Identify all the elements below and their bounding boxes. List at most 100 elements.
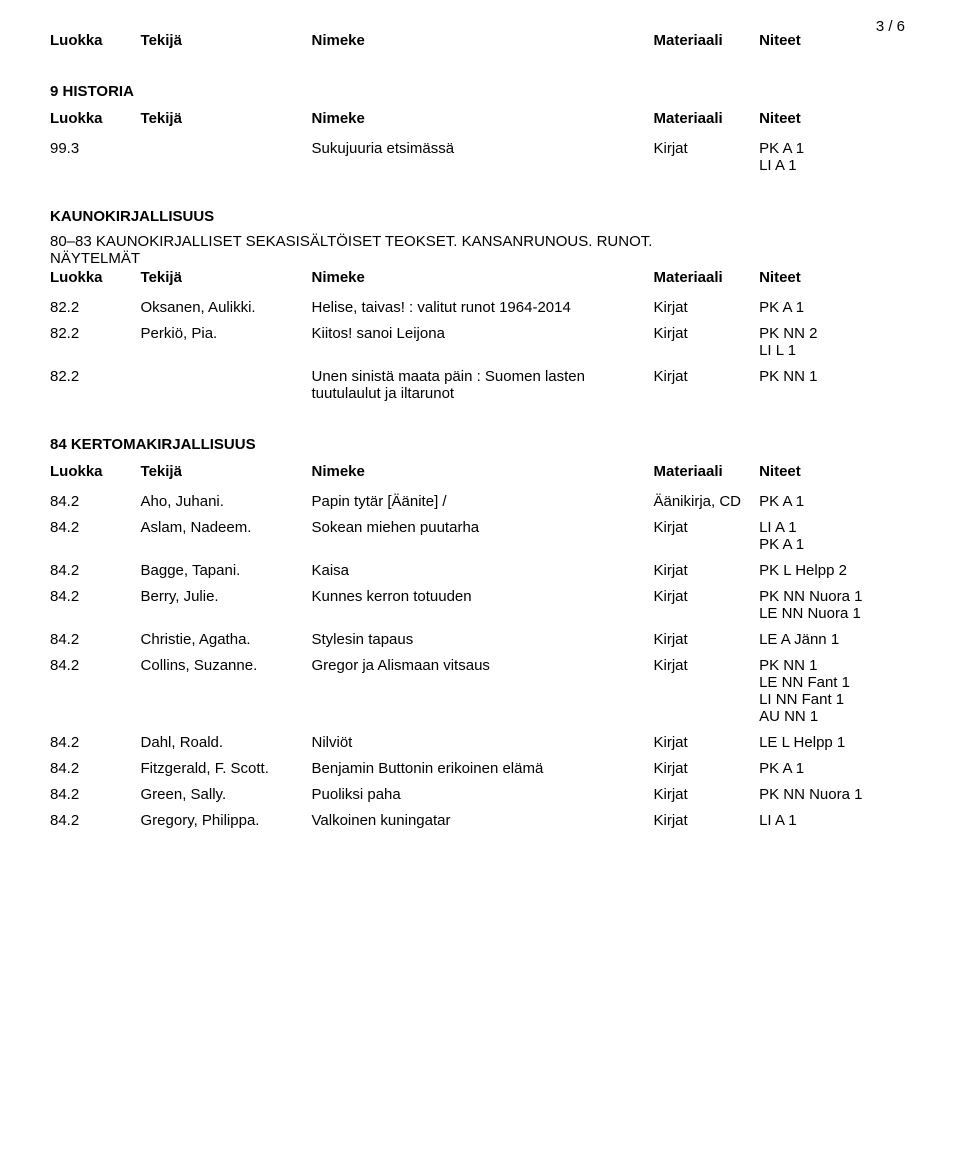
cell-nimeke: Kaisa xyxy=(312,559,654,585)
section-preamble-line: NÄYTELMÄT xyxy=(50,250,910,267)
col-header-materiaali: Materiaali xyxy=(653,30,759,55)
niteet-line: PK NN 2 xyxy=(759,325,908,342)
cell-tekija: Dahl, Roald. xyxy=(141,731,312,757)
col-header-materiaali: Materiaali xyxy=(653,108,759,133)
cell-materiaali: Kirjat xyxy=(653,585,759,628)
cell-nimeke: Puoliksi paha xyxy=(312,783,654,809)
cell-tekija: Aho, Juhani. xyxy=(141,490,312,516)
content-area: LuokkaTekijäNimekeMateriaaliNiteet9 HIST… xyxy=(50,30,910,835)
column-header-row: LuokkaTekijäNimekeMateriaaliNiteet xyxy=(50,461,910,486)
cell-materiaali: Kirjat xyxy=(653,516,759,559)
col-header-tekija: Tekijä xyxy=(141,30,312,55)
cell-niteet: PK NN Nuora 1LE NN Nuora 1 xyxy=(759,585,910,628)
col-header-luokka: Luokka xyxy=(50,267,141,292)
cell-niteet: LI A 1 xyxy=(759,809,910,835)
cell-materiaali: Äänikirja, CD xyxy=(653,490,759,516)
cell-materiaali: Kirjat xyxy=(653,757,759,783)
cell-nimeke: Papin tytär [Äänite] / xyxy=(312,490,654,516)
niteet-line: PK NN 1 xyxy=(759,657,908,674)
cell-luokka: 84.2 xyxy=(50,757,141,783)
niteet-line: LE NN Fant 1 xyxy=(759,674,908,691)
section-heading: 9 HISTORIA xyxy=(50,83,910,100)
table-row: 84.2Collins, Suzanne.Gregor ja Alismaan … xyxy=(50,654,910,731)
page-container: 3 / 6 LuokkaTekijäNimekeMateriaaliNiteet… xyxy=(0,0,960,1170)
table-row: 84.2Green, Sally.Puoliksi pahaKirjatPK N… xyxy=(50,783,910,809)
niteet-line: PK A 1 xyxy=(759,536,908,553)
niteet-line: PK L Helpp 2 xyxy=(759,562,908,579)
table-row: 84.2Fitzgerald, F. Scott.Benjamin Button… xyxy=(50,757,910,783)
table-row: 82.2Oksanen, Aulikki.Helise, taivas! : v… xyxy=(50,296,910,322)
cell-luokka: 84.2 xyxy=(50,559,141,585)
col-header-materiaali: Materiaali xyxy=(653,461,759,486)
cell-luokka: 84.2 xyxy=(50,731,141,757)
col-header-materiaali: Materiaali xyxy=(653,267,759,292)
data-table: 84.2Aho, Juhani.Papin tytär [Äänite] /Ää… xyxy=(50,490,910,835)
cell-tekija xyxy=(141,137,312,180)
cell-materiaali: Kirjat xyxy=(653,296,759,322)
niteet-line: PK NN 1 xyxy=(759,368,908,385)
page-number: 3 / 6 xyxy=(876,18,905,35)
niteet-line: PK NN Nuora 1 xyxy=(759,588,908,605)
cell-niteet: PK NN 1 xyxy=(759,365,910,408)
section-heading: 84 KERTOMAKIRJALLISUUS xyxy=(50,436,910,453)
cell-niteet: PK NN 2LI L 1 xyxy=(759,322,910,365)
table-row: 99.3Sukujuuria etsimässäKirjatPK A 1LI A… xyxy=(50,137,910,180)
cell-luokka: 82.2 xyxy=(50,365,141,408)
cell-niteet: PK A 1 xyxy=(759,296,910,322)
niteet-line: LI L 1 xyxy=(759,342,908,359)
col-header-luokka: Luokka xyxy=(50,461,141,486)
cell-tekija: Christie, Agatha. xyxy=(141,628,312,654)
niteet-line: PK A 1 xyxy=(759,760,908,777)
cell-luokka: 84.2 xyxy=(50,809,141,835)
cell-niteet: LE L Helpp 1 xyxy=(759,731,910,757)
cell-nimeke: Kunnes kerron totuuden xyxy=(312,585,654,628)
data-table: 99.3Sukujuuria etsimässäKirjatPK A 1LI A… xyxy=(50,137,910,180)
cell-niteet: PK NN Nuora 1 xyxy=(759,783,910,809)
col-header-luokka: Luokka xyxy=(50,30,141,55)
cell-tekija: Berry, Julie. xyxy=(141,585,312,628)
table-row: 84.2Gregory, Philippa.Valkoinen kuningat… xyxy=(50,809,910,835)
cell-niteet: PK L Helpp 2 xyxy=(759,559,910,585)
column-header-row: LuokkaTekijäNimekeMateriaaliNiteet xyxy=(50,108,910,133)
cell-tekija: Aslam, Nadeem. xyxy=(141,516,312,559)
cell-niteet: PK A 1 xyxy=(759,490,910,516)
cell-nimeke: Sokean miehen puutarha xyxy=(312,516,654,559)
cell-nimeke: Helise, taivas! : valitut runot 1964-201… xyxy=(312,296,654,322)
cell-niteet: PK A 1 xyxy=(759,757,910,783)
niteet-line: LE NN Nuora 1 xyxy=(759,605,908,622)
cell-luokka: 84.2 xyxy=(50,585,141,628)
cell-materiaali: Kirjat xyxy=(653,137,759,180)
col-header-tekija: Tekijä xyxy=(141,267,312,292)
niteet-line: LE A Jänn 1 xyxy=(759,631,908,648)
cell-nimeke: Gregor ja Alismaan vitsaus xyxy=(312,654,654,731)
col-header-niteet: Niteet xyxy=(759,108,910,133)
cell-materiaali: Kirjat xyxy=(653,654,759,731)
col-header-tekija: Tekijä xyxy=(141,108,312,133)
col-header-nimeke: Nimeke xyxy=(312,461,654,486)
cell-niteet: PK NN 1LE NN Fant 1LI NN Fant 1AU NN 1 xyxy=(759,654,910,731)
table-row: 84.2Christie, Agatha.Stylesin tapausKirj… xyxy=(50,628,910,654)
niteet-line: LI NN Fant 1 xyxy=(759,691,908,708)
cell-materiaali: Kirjat xyxy=(653,731,759,757)
cell-tekija: Gregory, Philippa. xyxy=(141,809,312,835)
table-row: 84.2Berry, Julie.Kunnes kerron totuudenK… xyxy=(50,585,910,628)
cell-luokka: 82.2 xyxy=(50,296,141,322)
niteet-line: PK A 1 xyxy=(759,493,908,510)
cell-nimeke: Unen sinistä maata päin : Suomen lasten … xyxy=(312,365,654,408)
cell-luokka: 84.2 xyxy=(50,628,141,654)
cell-materiaali: Kirjat xyxy=(653,322,759,365)
niteet-line: AU NN 1 xyxy=(759,708,908,725)
data-table: 82.2Oksanen, Aulikki.Helise, taivas! : v… xyxy=(50,296,910,408)
cell-nimeke: Sukujuuria etsimässä xyxy=(312,137,654,180)
cell-niteet: PK A 1LI A 1 xyxy=(759,137,910,180)
niteet-line: LI A 1 xyxy=(759,157,908,174)
cell-tekija: Bagge, Tapani. xyxy=(141,559,312,585)
col-header-nimeke: Nimeke xyxy=(312,108,654,133)
cell-nimeke: Benjamin Buttonin erikoinen elämä xyxy=(312,757,654,783)
column-header-row: LuokkaTekijäNimekeMateriaaliNiteet xyxy=(50,267,910,292)
niteet-line: LI A 1 xyxy=(759,519,908,536)
niteet-line: LI A 1 xyxy=(759,812,908,829)
cell-luokka: 84.2 xyxy=(50,516,141,559)
cell-tekija xyxy=(141,365,312,408)
table-row: 84.2Aho, Juhani.Papin tytär [Äänite] /Ää… xyxy=(50,490,910,516)
